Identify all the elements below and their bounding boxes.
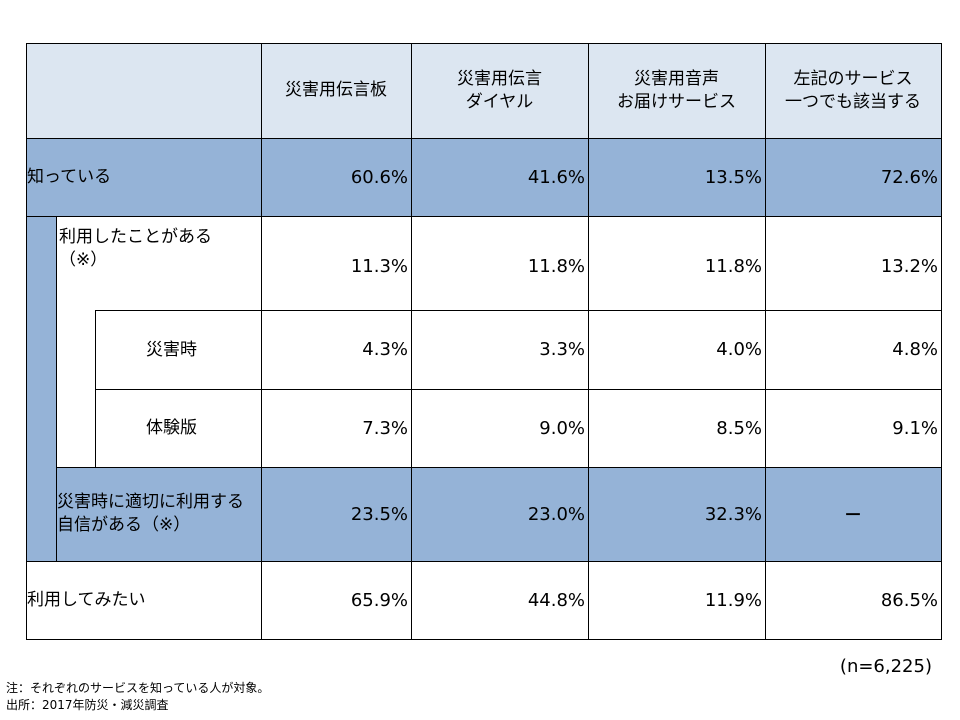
grid-line [765, 43, 766, 640]
grid-line [95, 389, 941, 390]
known-row-background [26, 138, 941, 216]
note-line: 注：それぞれのサービスを知っている人が対象。 [6, 681, 270, 695]
table-cell-value: 65.9% [350, 589, 408, 611]
confidence-row-background [56, 467, 941, 561]
table-cell-value: 23.5% [350, 503, 408, 525]
grid-line [588, 43, 589, 640]
col-header-dengon-dial: 災害用伝言 ダイヤル [457, 68, 542, 112]
table-cell-value: 4.3% [362, 339, 408, 360]
col-header-voice-service: 災害用音声 お届けサービス [617, 68, 736, 112]
table-cell-value: 9.1% [892, 417, 938, 439]
row-label-disaster: 災害時 [146, 339, 197, 360]
col-header-dengonban: 災害用伝言板 [285, 80, 387, 100]
table-cell-value: 4.8% [892, 339, 938, 360]
row-label-trial: 体験版 [146, 417, 197, 438]
table-cell-value: 60.6% [350, 166, 408, 188]
grid-line [941, 43, 942, 640]
table-cell-value: 44.8% [527, 589, 585, 611]
table-cell-value: 41.6% [527, 166, 585, 188]
table-cell-value: 11.8% [527, 255, 585, 277]
row-label-known: 知っている [27, 166, 112, 187]
table-cell-value: 23.0% [527, 503, 585, 525]
header-background [26, 43, 941, 138]
grid-line [95, 310, 96, 467]
table-cell-value: 32.3% [704, 503, 762, 525]
row-label-want-to-use: 利用してみたい [27, 589, 146, 610]
table-cell-value: 3.3% [539, 339, 585, 360]
source-line: 出所：2017年防災・減災調査 [6, 698, 169, 712]
grid-line [411, 43, 412, 640]
grid-line [26, 561, 941, 562]
table-cell-value: 13.2% [880, 255, 938, 277]
table-cell-value: － [844, 505, 862, 526]
col-header-any-service: 左記のサービス 一つでも該当する [785, 68, 921, 112]
table-cell-value: 8.5% [716, 417, 762, 439]
grid-line [26, 639, 941, 640]
grid-line [26, 216, 941, 217]
grid-line [56, 216, 57, 561]
table-cell-value: 7.3% [362, 417, 408, 439]
nest-bar [26, 216, 56, 561]
table-cell-value: 11.9% [704, 589, 762, 611]
table-cell-value: 11.3% [350, 255, 408, 277]
grid-line [26, 138, 941, 139]
table-cell-value: 86.5% [880, 589, 938, 611]
grid-line [56, 467, 941, 468]
grid-line [261, 43, 262, 640]
table-cell-value: 13.5% [704, 166, 762, 188]
grid-line [26, 43, 941, 44]
table-cell-value: 9.0% [539, 417, 585, 439]
grid-line [26, 43, 27, 640]
grid-line [95, 310, 941, 311]
table-cell-value: 72.6% [880, 166, 938, 188]
table-cell-value: 11.8% [704, 255, 762, 277]
row-label-used: 利用したことがある （※） [59, 227, 212, 270]
sample-size: (n=6,225) [839, 656, 932, 677]
table-cell-value: 4.0% [716, 339, 762, 360]
row-label-confident: 災害時に適切に利用する自信がある（※） [57, 492, 244, 535]
